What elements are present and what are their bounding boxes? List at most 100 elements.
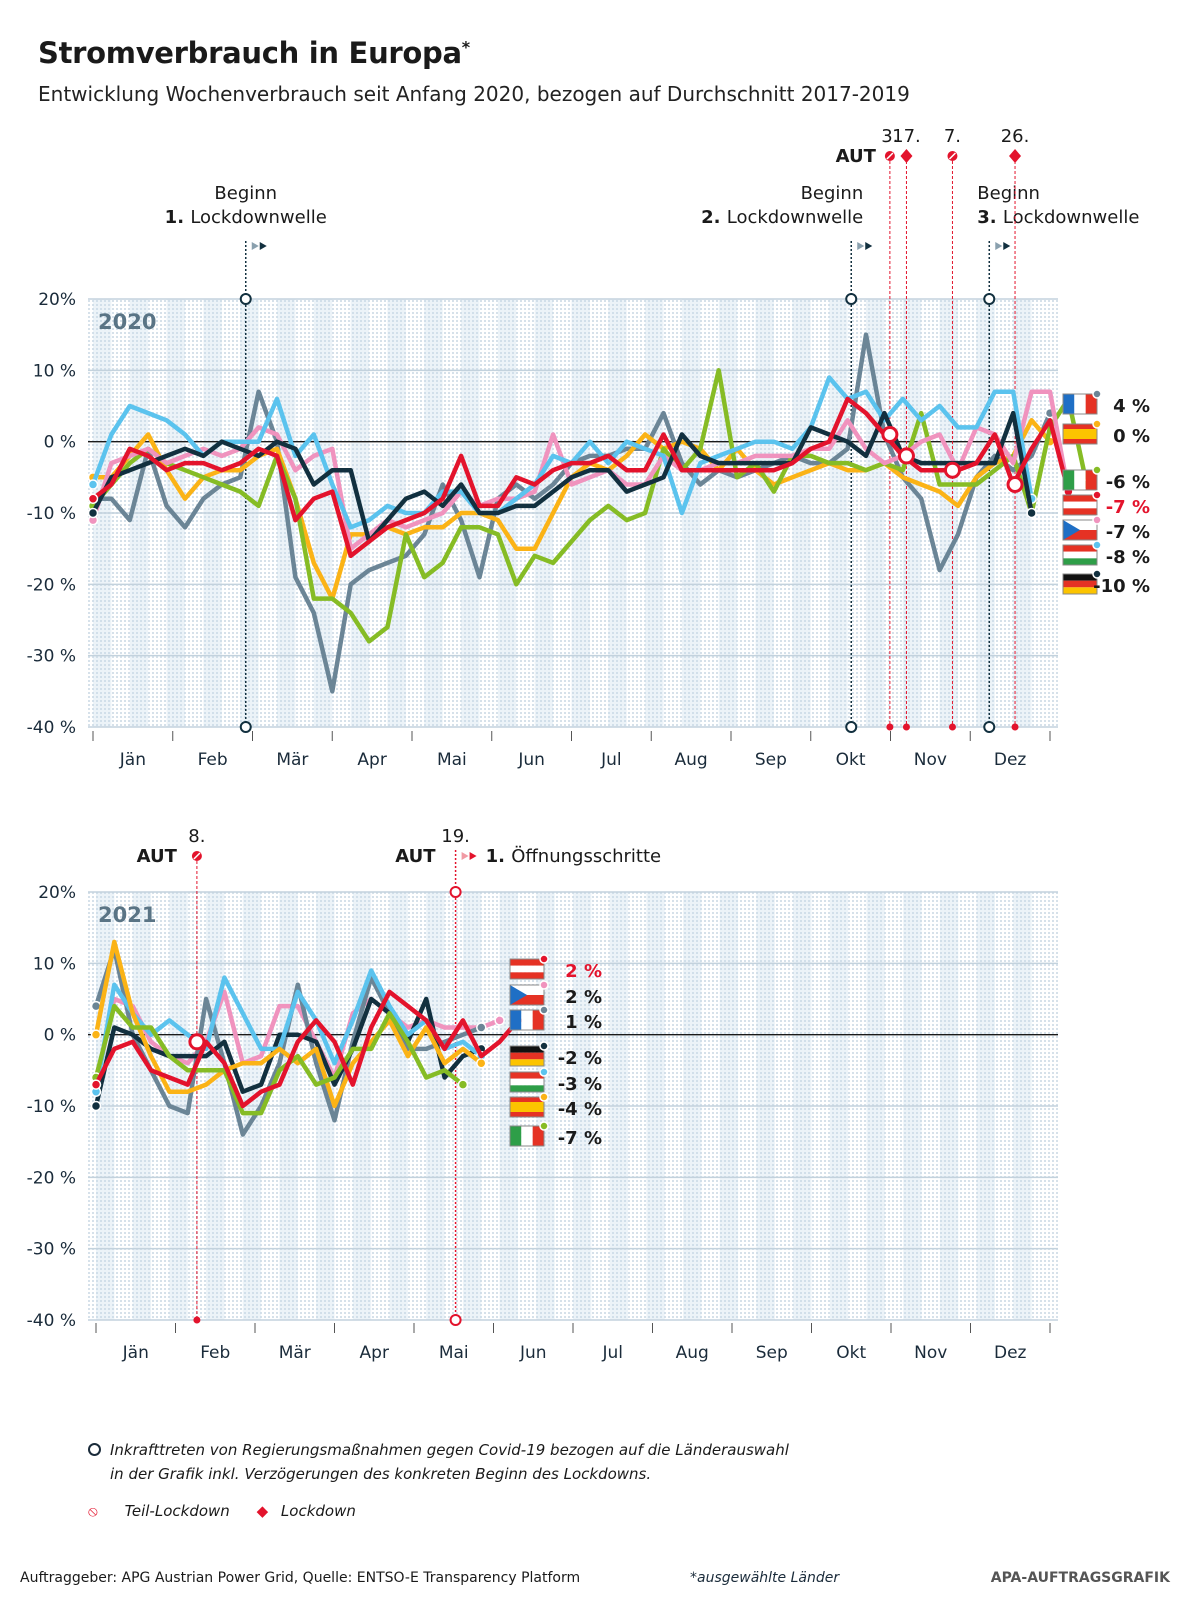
y-tick-label: -30 %: [27, 647, 76, 667]
x-tick-label: Aug: [676, 1343, 709, 1363]
series-end-dot: [494, 1015, 505, 1026]
series-line-it: [90, 368, 1090, 644]
legend-lockdown-types: ⦸ Teil-Lockdown ◆ Lockdown: [88, 1502, 378, 1520]
flag-de: [1062, 569, 1102, 595]
x-tick-label: Jul: [601, 1343, 623, 1363]
legend-measure-note: Inkrafttreten von Regierungsmaßnahmen ge…: [110, 1441, 789, 1483]
opening-icon: [449, 1314, 462, 1326]
aut-bottom-dot: [948, 723, 956, 731]
aut-measure-point: [943, 461, 961, 479]
flag-dot-fr: [1092, 389, 1102, 399]
x-tick-label: Mai: [439, 1343, 469, 1363]
series-line-de: [90, 410, 1034, 544]
flag-dot-cz: [539, 980, 549, 990]
government-measure-icon: [845, 293, 858, 305]
legend-value-at: -7 %: [1106, 497, 1150, 518]
lockdown-icon: ◆: [256, 1502, 269, 1520]
aut-bottom-dot: [193, 1316, 201, 1324]
year-label: 2020: [98, 310, 156, 334]
x-tick-label: Aug: [675, 750, 708, 770]
series-start-dot: [90, 1100, 102, 1112]
y-tick-label: -20 %: [27, 1168, 76, 1188]
aut-date-label: 3.: [881, 126, 898, 147]
flag-dot-at: [539, 954, 549, 964]
x-tick-label: Sep: [756, 1343, 788, 1363]
x-tick-label: Dez: [994, 750, 1027, 770]
flag-fr: [509, 1005, 549, 1031]
event-label: Beginn: [801, 183, 864, 204]
footer-brand: APA-AUFTRAGSGRAFIK: [990, 1570, 1170, 1586]
legend-value-it: -7 %: [558, 1128, 602, 1149]
aut-date-label: 7.: [944, 126, 961, 147]
legend-value-es: 0 %: [1113, 426, 1150, 447]
event-label: 3. Lockdownwelle: [977, 207, 1139, 228]
x-tick-label: Jän: [122, 1343, 149, 1363]
arrow-icon: [865, 242, 873, 250]
legend-value-hu: -8 %: [1106, 547, 1150, 568]
lockdown-icon: [1009, 149, 1022, 163]
aut-measure-point: [897, 447, 915, 465]
flag-dot-it: [539, 1121, 549, 1131]
government-measure-icon: [88, 1443, 101, 1456]
series-end-dot: [1026, 507, 1037, 519]
event-label: 1. Lockdownwelle: [165, 207, 327, 228]
series-end-dot: [476, 1022, 487, 1033]
arrow-icon: [857, 242, 865, 250]
government-measure-icon: [983, 721, 996, 733]
x-tick-label: Jän: [119, 750, 146, 770]
y-tick-label: 20%: [38, 290, 76, 310]
opening-icon: [449, 886, 462, 898]
flag-dot-fr: [539, 1005, 549, 1015]
series-line-at: [93, 989, 521, 1109]
event-markers: Beginn 1. Lockdownwelle Beginn 2. Lockdownw…: [165, 126, 1139, 733]
series-line-de: [93, 996, 484, 1109]
flag-at: [509, 954, 549, 980]
flag-dot-hu: [1092, 540, 1102, 550]
series-line-hu: [90, 375, 1034, 530]
chart-subtitle: Entwicklung Wochenverbrauch seit Anfang …: [38, 82, 910, 106]
footer-source: Auftraggeber: APG Austrian Power Grid, Q…: [20, 1570, 581, 1586]
flag-de: [509, 1041, 549, 1067]
legend-teil-lockdown: Teil-Lockdown: [124, 1502, 230, 1520]
x-tick-label: Nov: [914, 750, 947, 770]
x-tick-label: Jul: [600, 750, 622, 770]
aut-date-label: 19.: [441, 826, 470, 847]
legend-value-it: -6 %: [1106, 472, 1150, 493]
flag-dot-es: [1092, 419, 1102, 429]
aut-date-label: 8.: [188, 826, 205, 847]
legend-value-cz: 2 %: [565, 987, 602, 1008]
legend-value-fr: 4 %: [1113, 396, 1150, 417]
country-legend: 4 % 0 % -6 % -7 % -7 % -8 % -10 %: [1062, 389, 1150, 597]
arrow-icon: [1003, 242, 1011, 250]
series-line-hu: [93, 968, 484, 1094]
series-line-it: [93, 1003, 466, 1116]
flag-cz: [509, 980, 549, 1006]
flag-it: [509, 1121, 549, 1147]
flag-es: [1062, 419, 1102, 445]
flag-dot-de: [539, 1041, 549, 1051]
series-start-dot: [87, 507, 99, 519]
x-tick-label: Jun: [517, 750, 545, 770]
flag-fr: [1062, 389, 1102, 415]
arrow-icon: [461, 852, 469, 860]
government-measure-icon: [983, 293, 996, 305]
aut-date-label: 17.: [892, 126, 921, 147]
aut-label: AUT: [836, 146, 877, 167]
flag-es: [509, 1092, 549, 1118]
flag-hu: [1062, 540, 1102, 566]
series-start-dot: [87, 493, 99, 504]
series-start-dot: [87, 479, 99, 490]
government-measure-icon: [239, 293, 252, 305]
panel-2021: 20% 10 % 0 % -10 % -20 % -30 % -40 % 2021 Jän Feb…: [27, 826, 1058, 1363]
flag-hu: [509, 1067, 549, 1093]
flag-at: [1062, 490, 1102, 516]
aut-measure-point: [881, 426, 899, 444]
x-tick-label: Okt: [836, 750, 866, 770]
x-tick-label: Feb: [200, 1343, 230, 1363]
y-tick-label: -40 %: [27, 718, 76, 738]
series-end-dot: [457, 1079, 469, 1090]
legend-value-de: -10 %: [1093, 576, 1150, 597]
arrow-icon: [469, 852, 477, 860]
chart-title: Stromverbrauch in Europa*: [38, 36, 470, 70]
